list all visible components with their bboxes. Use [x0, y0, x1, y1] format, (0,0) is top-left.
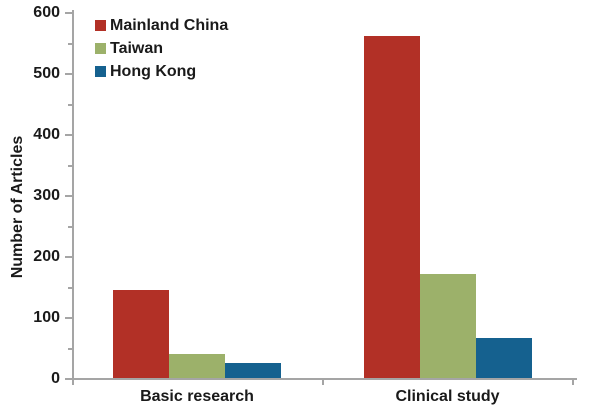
y-minor-tick [68, 103, 72, 106]
y-minor-tick [68, 42, 72, 45]
y-tick-label: 100 [33, 309, 60, 326]
y-tick-label: 300 [33, 187, 60, 204]
x-category-label-clinical-study: Clinical study [395, 388, 500, 405]
bar-taiwan-basic-research [169, 353, 225, 378]
bar-taiwan-clinical-study [419, 274, 476, 378]
legend-swatch-taiwan-icon [95, 43, 106, 54]
y-tick-label: 500 [33, 65, 60, 82]
x-axis-line [67, 378, 577, 380]
x-category-label-basic-research: Basic research [140, 388, 254, 405]
x-tick [321, 380, 324, 385]
legend-swatch-mainland-china-icon [95, 20, 106, 31]
x-tick [71, 380, 74, 385]
y-minor-tick [68, 164, 72, 167]
y-major-tick [65, 12, 72, 14]
y-tick-label: 200 [33, 248, 60, 265]
y-major-tick [65, 378, 72, 380]
legend-label: Taiwan [110, 39, 164, 57]
legend-label: Mainland China [110, 16, 229, 34]
legend-item-mainland-china: Mainland China [95, 14, 228, 37]
y-major-tick [65, 73, 72, 75]
legend: Mainland China Taiwan Hong Kong [95, 14, 228, 83]
bar-hong-kong-clinical-study [475, 338, 532, 378]
legend-item-hong-kong: Hong Kong [95, 60, 228, 83]
y-major-tick [65, 317, 72, 319]
bar-mainland-china-clinical-study [363, 36, 420, 378]
legend-label: Hong Kong [110, 62, 197, 80]
y-minor-tick [68, 347, 72, 350]
y-tick-label: 400 [33, 126, 60, 143]
y-tick-label: 600 [33, 4, 60, 21]
legend-swatch-hong-kong-icon [95, 66, 106, 77]
bar-mainland-china-basic-research [113, 289, 169, 378]
y-minor-tick [68, 225, 72, 228]
y-axis-line [72, 10, 74, 383]
y-tick-label: 0 [51, 370, 60, 387]
y-minor-tick [68, 286, 72, 289]
y-major-tick [65, 256, 72, 258]
y-major-tick [65, 134, 72, 136]
y-major-tick [65, 195, 72, 197]
x-tick [571, 380, 574, 385]
legend-item-taiwan: Taiwan [95, 37, 228, 60]
bar-hong-kong-basic-research [225, 362, 281, 378]
